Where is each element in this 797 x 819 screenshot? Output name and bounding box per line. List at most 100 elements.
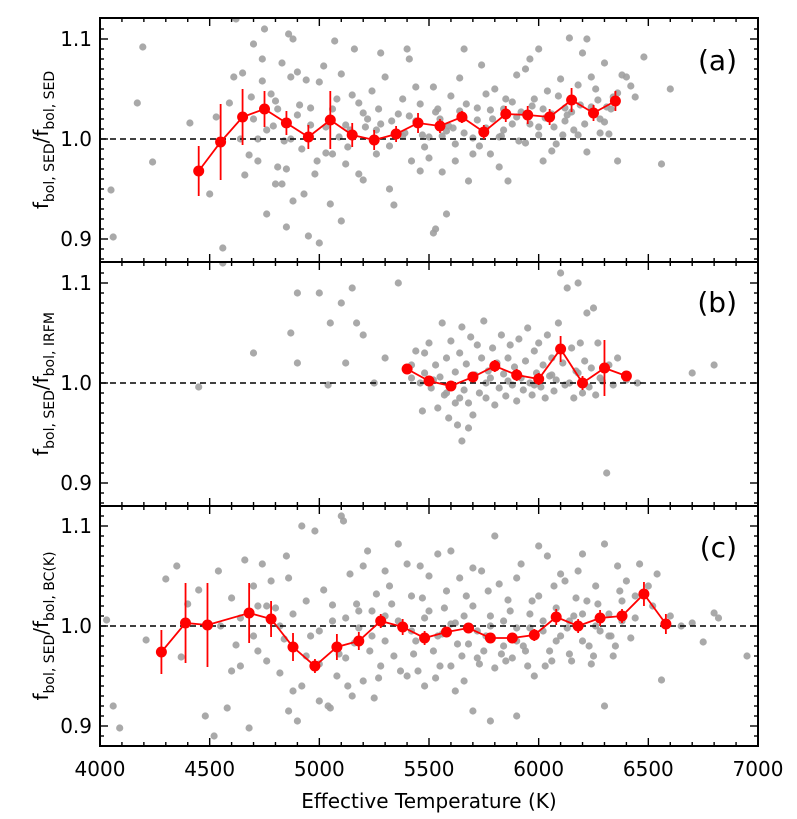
- scatter-point: [405, 112, 413, 120]
- y-tick-label-c: 1.1: [60, 514, 92, 538]
- scatter-point: [528, 597, 536, 605]
- scatter-point: [633, 379, 642, 387]
- scatter-point: [245, 151, 253, 159]
- scatter-point: [311, 170, 319, 178]
- scatter-point: [348, 692, 356, 700]
- scatter-point: [418, 594, 426, 602]
- binned-point: [555, 343, 567, 355]
- scatter-point: [416, 100, 424, 108]
- scatter-point: [342, 160, 350, 168]
- scatter-point: [596, 129, 604, 137]
- scatter-point: [287, 329, 295, 337]
- scatter-point: [324, 381, 332, 389]
- scatter-point: [254, 135, 262, 143]
- binned-point: [419, 632, 431, 644]
- scatter-point: [495, 580, 503, 588]
- binned-point: [202, 619, 213, 631]
- panel-b: 0.9 1.0 1.1 (b) fbol, SED/fbol, IRFM: [29, 261, 759, 507]
- scatter-point: [583, 597, 591, 605]
- binned-point: [660, 618, 672, 630]
- scatter-point: [554, 92, 563, 100]
- scatter-point: [578, 610, 587, 618]
- scatter-point: [445, 122, 453, 130]
- binned-point: [259, 103, 270, 115]
- scatter-point: [416, 562, 424, 570]
- scatter-point: [563, 284, 571, 292]
- scatter-point: [528, 102, 536, 110]
- scatter-point: [421, 349, 429, 357]
- scatter-point: [554, 319, 563, 327]
- scatter-point: [103, 616, 111, 624]
- binned-point: [577, 377, 588, 389]
- scatter-point: [548, 371, 556, 379]
- scatter-point: [421, 614, 429, 622]
- scatter-point: [241, 556, 249, 564]
- scatter-point: [714, 614, 723, 622]
- scatter-point: [521, 139, 530, 147]
- scatter-point: [456, 574, 464, 582]
- scatter-point: [508, 120, 516, 128]
- binned-point: [478, 126, 490, 138]
- scatter-point: [293, 68, 301, 76]
- scatter-point: [460, 129, 468, 137]
- scatter-point: [565, 650, 574, 658]
- scatter-point: [302, 597, 310, 605]
- ticks-c: 0.9 1.0 1.1: [60, 506, 759, 746]
- scatter-point: [607, 632, 615, 640]
- scatter-point: [322, 149, 330, 157]
- scatter-point: [460, 612, 468, 620]
- scatter-point: [445, 414, 453, 422]
- scatter-point: [561, 577, 569, 585]
- scatter-point: [232, 18, 240, 23]
- scatter-point: [293, 289, 301, 297]
- scatter-point: [326, 704, 334, 712]
- scatter-point: [622, 73, 631, 81]
- scatter-point: [530, 672, 538, 680]
- scatter-point: [206, 190, 214, 198]
- scatter-point: [539, 105, 547, 113]
- scatter-point: [421, 369, 429, 377]
- binned-point: [237, 111, 249, 123]
- scatter-point: [506, 607, 514, 615]
- binned-point: [550, 611, 562, 623]
- scatter-point: [394, 110, 402, 118]
- y-tick-label-a: 1.0: [60, 127, 92, 151]
- scatter-point: [618, 597, 626, 605]
- scatter-point: [282, 552, 290, 560]
- scatter-point: [486, 717, 494, 725]
- scatter-point: [416, 167, 424, 175]
- scatter-point: [631, 614, 639, 622]
- scatter-point: [331, 37, 339, 45]
- scatter-point: [495, 163, 503, 171]
- binned-point: [620, 370, 632, 382]
- scatter-point: [368, 632, 376, 640]
- scatter-point: [502, 657, 510, 665]
- binned-point: [280, 117, 292, 129]
- scatter-point: [249, 632, 258, 640]
- scatter-point: [282, 165, 290, 173]
- scatter-point: [535, 542, 543, 550]
- scatter-point: [524, 662, 532, 670]
- scatter-point: [497, 331, 505, 339]
- scatter-point: [304, 232, 312, 240]
- scatter-point: [508, 654, 516, 662]
- scatter-point: [574, 131, 582, 139]
- scatter-point: [438, 319, 446, 327]
- scatter-point: [293, 359, 301, 367]
- scatter-point: [473, 116, 481, 124]
- scatter-point: [442, 587, 451, 595]
- scatter-point: [491, 664, 499, 672]
- scatter-point: [326, 200, 334, 208]
- scatter-point: [469, 411, 477, 419]
- y-tick-label-a: 1.1: [60, 27, 92, 51]
- scatter-point: [458, 323, 466, 331]
- scatter-point: [260, 25, 269, 33]
- scatter-point: [230, 73, 238, 81]
- scatter-point: [508, 98, 516, 106]
- scatter-point: [657, 160, 666, 168]
- scatter-point: [282, 223, 290, 231]
- scatter-point: [355, 99, 363, 107]
- scatter-point: [394, 279, 402, 287]
- scatter-point: [436, 373, 444, 381]
